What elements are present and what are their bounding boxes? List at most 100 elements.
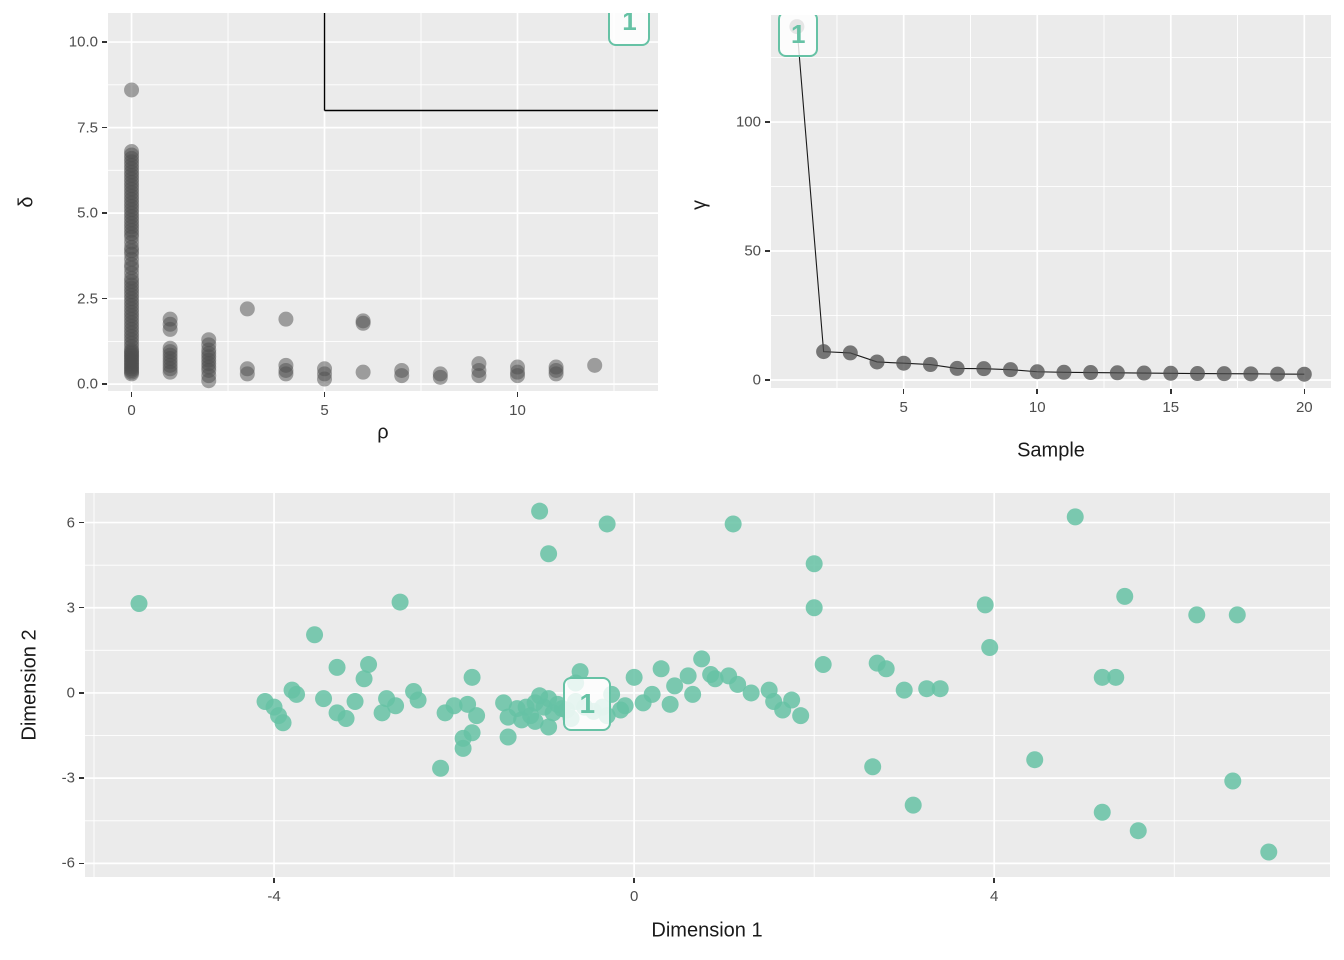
data-point xyxy=(616,697,634,715)
y-tick-mark xyxy=(79,862,84,865)
data-point xyxy=(1066,508,1084,526)
data-point xyxy=(531,502,549,520)
data-point xyxy=(922,357,938,373)
x-tick-label: 0 xyxy=(127,402,136,419)
x-tick-label: 4 xyxy=(990,888,999,905)
y-tick-mark xyxy=(102,297,107,300)
data-point xyxy=(976,596,994,614)
data-point xyxy=(742,684,760,702)
decision-plot-y-axis-title: δ xyxy=(15,196,38,208)
y-tick-label: 7.5 xyxy=(77,119,98,137)
x-tick-label: 15 xyxy=(1162,399,1180,416)
data-point xyxy=(278,366,294,382)
x-tick-label: 20 xyxy=(1295,399,1313,416)
data-point xyxy=(1270,366,1286,382)
map-plot-canvas xyxy=(85,493,1330,877)
data-point xyxy=(1243,366,1259,382)
x-tick-label: 5 xyxy=(320,402,329,419)
y-tick-mark xyxy=(765,250,770,252)
data-point xyxy=(877,660,895,678)
decision-plot-x-axis-title: ρ xyxy=(377,421,389,444)
data-point xyxy=(949,360,965,376)
data-point xyxy=(510,368,526,384)
data-point xyxy=(355,364,371,380)
cluster-label: 1 xyxy=(778,15,819,58)
data-point xyxy=(981,639,999,657)
data-point xyxy=(684,685,702,703)
y-tick-label: 50 xyxy=(744,242,761,260)
data-point xyxy=(904,796,922,814)
x-tick-label: 5 xyxy=(899,399,908,416)
data-point xyxy=(355,315,371,331)
x-tick-mark xyxy=(130,392,133,397)
data-point xyxy=(394,368,410,384)
data-point xyxy=(1216,366,1232,382)
data-point xyxy=(124,82,140,98)
data-point xyxy=(666,677,684,695)
data-point xyxy=(816,344,832,360)
data-point xyxy=(463,724,481,742)
y-tick-label: 0.0 xyxy=(77,375,98,393)
data-point xyxy=(729,675,747,693)
data-point xyxy=(432,759,450,777)
data-point xyxy=(1224,772,1242,790)
data-point xyxy=(783,691,801,709)
y-tick-label: 2.5 xyxy=(77,290,98,308)
data-point xyxy=(468,707,486,725)
data-point xyxy=(1189,366,1205,382)
data-point xyxy=(931,680,949,698)
data-point xyxy=(1228,606,1246,624)
data-point xyxy=(337,710,355,728)
data-point xyxy=(842,345,858,361)
data-point xyxy=(1029,364,1045,380)
data-point xyxy=(693,650,711,668)
data-point xyxy=(1188,606,1206,624)
data-point xyxy=(471,368,487,384)
data-point xyxy=(317,371,333,387)
data-point xyxy=(814,656,832,674)
x-tick-mark xyxy=(1303,389,1306,394)
y-tick-mark xyxy=(79,606,84,609)
y-tick-mark xyxy=(102,383,107,385)
data-point xyxy=(1136,365,1152,381)
y-tick-label: -6 xyxy=(61,854,75,872)
gamma-plot-panel: 1 xyxy=(771,15,1331,388)
y-tick-label: 0 xyxy=(752,371,761,389)
y-tick-label: 5.0 xyxy=(77,204,98,222)
data-point xyxy=(162,321,178,337)
x-tick-mark xyxy=(993,878,995,883)
data-point xyxy=(274,714,292,732)
data-point xyxy=(306,626,324,644)
data-point xyxy=(587,357,603,373)
y-tick-mark xyxy=(79,692,84,694)
data-point xyxy=(706,670,724,688)
data-point xyxy=(432,369,448,385)
data-point xyxy=(130,594,148,612)
data-point xyxy=(1116,587,1134,605)
data-point xyxy=(495,694,513,712)
data-point xyxy=(652,660,670,678)
x-tick-label: 10 xyxy=(1028,399,1046,416)
gamma-plot-x-axis-title: Sample xyxy=(1017,439,1085,462)
data-point xyxy=(1083,365,1099,381)
data-point xyxy=(598,515,616,533)
data-point xyxy=(1056,364,1072,380)
y-tick-mark xyxy=(79,521,84,524)
data-point xyxy=(463,668,481,686)
data-point xyxy=(724,515,742,533)
y-tick-label: 6 xyxy=(66,514,75,532)
data-point xyxy=(1093,803,1111,821)
data-point xyxy=(661,695,679,713)
data-point xyxy=(1129,822,1147,840)
gamma-plot-canvas xyxy=(771,15,1331,388)
y-tick-label: 3 xyxy=(66,599,75,617)
y-tick-label: -3 xyxy=(61,769,75,787)
data-point xyxy=(526,712,544,730)
data-point xyxy=(896,355,912,371)
decision-plot-panel: 1 xyxy=(108,13,658,391)
y-tick-mark xyxy=(102,126,107,129)
data-point xyxy=(625,668,643,686)
data-point xyxy=(239,301,255,317)
x-tick-mark xyxy=(902,389,905,394)
